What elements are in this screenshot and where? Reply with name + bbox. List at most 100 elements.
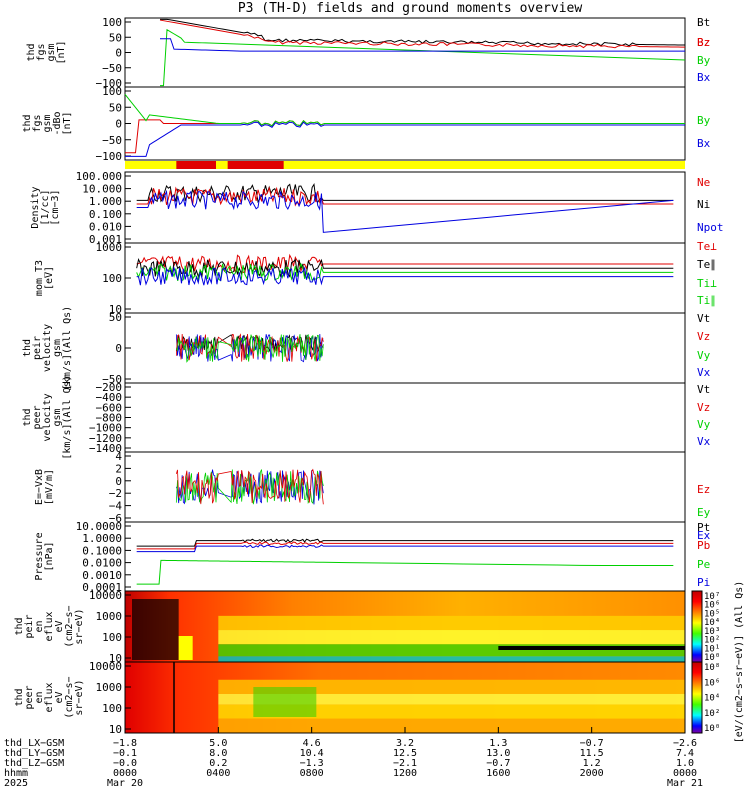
panel-fgs: 100 50 0 −50 −100 thd fgs gsm [nT] Bt Bz By Bx <box>26 16 711 90</box>
temp-ylabel-line: [eV] <box>44 266 55 290</box>
ve-ytick-label: −1400 <box>89 442 122 455</box>
ispec-ytick-label: 10000 <box>89 589 122 602</box>
x-tick-hhmm: 0000 <box>113 768 137 779</box>
panel-efield: 420−2−4−6 E=−VxB [mV/m] Ez Ey Ex <box>34 450 711 542</box>
legend-pressure-Pb: Pb <box>697 539 710 552</box>
x-tick-lz: −0.0 <box>113 758 137 769</box>
colorbar-tick: 10² <box>704 636 720 646</box>
pressure-ylabel-line: Pressure <box>34 532 45 580</box>
x-tick-lz: 0.2 <box>209 758 227 769</box>
x-row-label: 2025 <box>4 778 28 789</box>
fgs2-ylabel-line: gsm <box>42 114 53 132</box>
ispec-ylabel-line: eflux <box>44 611 55 641</box>
pressure-ytick-label: 0.0001 <box>82 581 122 594</box>
colorbar-tick: 10¹ <box>704 644 720 654</box>
legend-fgs-By: By <box>697 54 711 67</box>
temp-ylabel-line: mom_T3 <box>34 260 45 296</box>
vi-ylabel-line: thd <box>22 339 33 357</box>
pressure-ytick-label: 1.0000 <box>82 532 122 545</box>
legend-density-Ni: Ni <box>697 198 710 211</box>
fgs-ylabel-line: fgs <box>36 43 47 61</box>
legend-fgs2-Bz: Bz <box>697 36 710 49</box>
temp-ytick-label: 1000 <box>96 241 123 254</box>
series-efield-0 <box>175 469 324 505</box>
espec-ylabel-line: peer <box>24 685 35 709</box>
ispec-ylabel-line: peir <box>24 614 35 638</box>
legend-fgs2-By: By <box>697 114 711 127</box>
legend-efield-Ez: Ez <box>697 483 710 496</box>
ispec-band-3 <box>218 656 686 662</box>
x-tick-lx: 4.6 <box>303 738 321 749</box>
ve-ytick-label: −1000 <box>89 422 122 435</box>
x-tick-ly: 8.0 <box>209 748 227 759</box>
colorbar-0 <box>691 590 703 663</box>
espec-band-3 <box>218 718 686 733</box>
series-vi-3 <box>176 334 324 363</box>
temp-ytick-label: 100 <box>102 272 122 285</box>
x-tick-hhmm: 1200 <box>393 768 417 779</box>
series-dbx <box>125 121 685 157</box>
x-tick-lz: −2.1 <box>393 758 417 769</box>
colorbar-tick: 10⁶ <box>704 678 720 688</box>
ispec-band-0 <box>218 615 686 631</box>
ve-ylabel-line: gsm <box>52 408 63 426</box>
legend-density-Npot: Npot <box>697 221 724 234</box>
legend-ve-Vy: Vy <box>697 418 711 431</box>
x-tick-hhmm: 0400 <box>206 768 230 779</box>
legend-efield-Ex: Ex <box>697 529 711 542</box>
density-ytick-label: 0.100 <box>89 208 122 221</box>
series-temp-3 <box>136 266 674 286</box>
vi-ytick-label: 0 <box>115 342 122 355</box>
espec-ytick-label: 1000 <box>96 681 123 694</box>
legend-vi-Vy: Vy <box>697 349 711 362</box>
ve-frame <box>124 382 686 453</box>
legend-ve-Vz: Vz <box>697 401 710 414</box>
ve-ytick-label: −200 <box>96 381 123 394</box>
colorbar-1 <box>691 661 703 734</box>
legend-pressure-Pe: Pe <box>697 558 710 571</box>
fgs-ytick-label: −100 <box>96 77 123 90</box>
fgs2-ytick-label: 0 <box>115 118 122 131</box>
colorbar-tick: 10⁵ <box>704 609 720 619</box>
density-ytick-label: 10.000 <box>82 183 122 196</box>
pressure-ytick-label: 10.0000 <box>76 520 122 533</box>
legend-temp-Ti⊥: Ti⊥ <box>697 277 717 290</box>
efield-frame <box>124 451 686 523</box>
vi-ylabel-line: velocity <box>42 324 53 372</box>
density-ylabel-line: Density <box>30 186 41 228</box>
x-tick-ly: −0.1 <box>113 748 137 759</box>
temp-ytick-label: 10 <box>109 303 122 316</box>
x-tick-ly: 11.5 <box>580 748 604 759</box>
colorbar-label: [eV/(cm2−s−sr−eV)] (All Qs) <box>734 581 745 744</box>
fgs2-ylabel: thd fgs gsm -dBo [nT] <box>22 111 73 135</box>
panel-vi: 50 0 −50 thd peir velocity gsm [km/s](All Qs) Vt… <box>22 306 711 390</box>
ve-ylabel: thd peer velocity gsm [km/s](All Qs) <box>22 375 73 459</box>
legend-ve-Vx: Vx <box>697 435 711 448</box>
x-tick-lx: −1.8 <box>113 738 137 749</box>
ispec-ylabel-line: (cm2−s− <box>64 605 75 647</box>
espec-green-region <box>253 687 317 717</box>
legend-efield-Ey: Ey <box>697 506 711 519</box>
colorbar-tick: 10⁴ <box>704 618 720 628</box>
espec-ylabel: thd peer en eflux eV (cm2−s− sr−eV) <box>14 676 85 718</box>
density-ylabel-line: [cm−3] <box>50 189 61 225</box>
colorbar-tick: 10⁸ <box>704 663 720 673</box>
espec-ytick-label: 100 <box>102 702 122 715</box>
ispec-ytick-label: 10 <box>109 652 122 665</box>
panel-temp: 1000 100 10 mom_T3 [eV] Te⊥ Te∥ Ti⊥ Ti∥ <box>34 240 717 316</box>
x-tick-hhmm: 0000 <box>673 768 697 779</box>
espec-band-1 <box>218 693 686 705</box>
ve-ylabel-line: velocity <box>42 393 53 441</box>
efield-ytick-label: −4 <box>109 500 123 513</box>
pressure-ylabel: Pressure [nPa] <box>34 532 55 580</box>
x-row-label: thd_LZ−GSM <box>4 758 64 769</box>
espec-ylabel-line: sr−eV) <box>74 679 85 715</box>
ispec-ytick-label: 1000 <box>96 610 123 623</box>
x-tick-hhmm: 2000 <box>580 768 604 779</box>
series-pressure-0 <box>136 538 674 547</box>
espec-band-2 <box>218 704 686 719</box>
